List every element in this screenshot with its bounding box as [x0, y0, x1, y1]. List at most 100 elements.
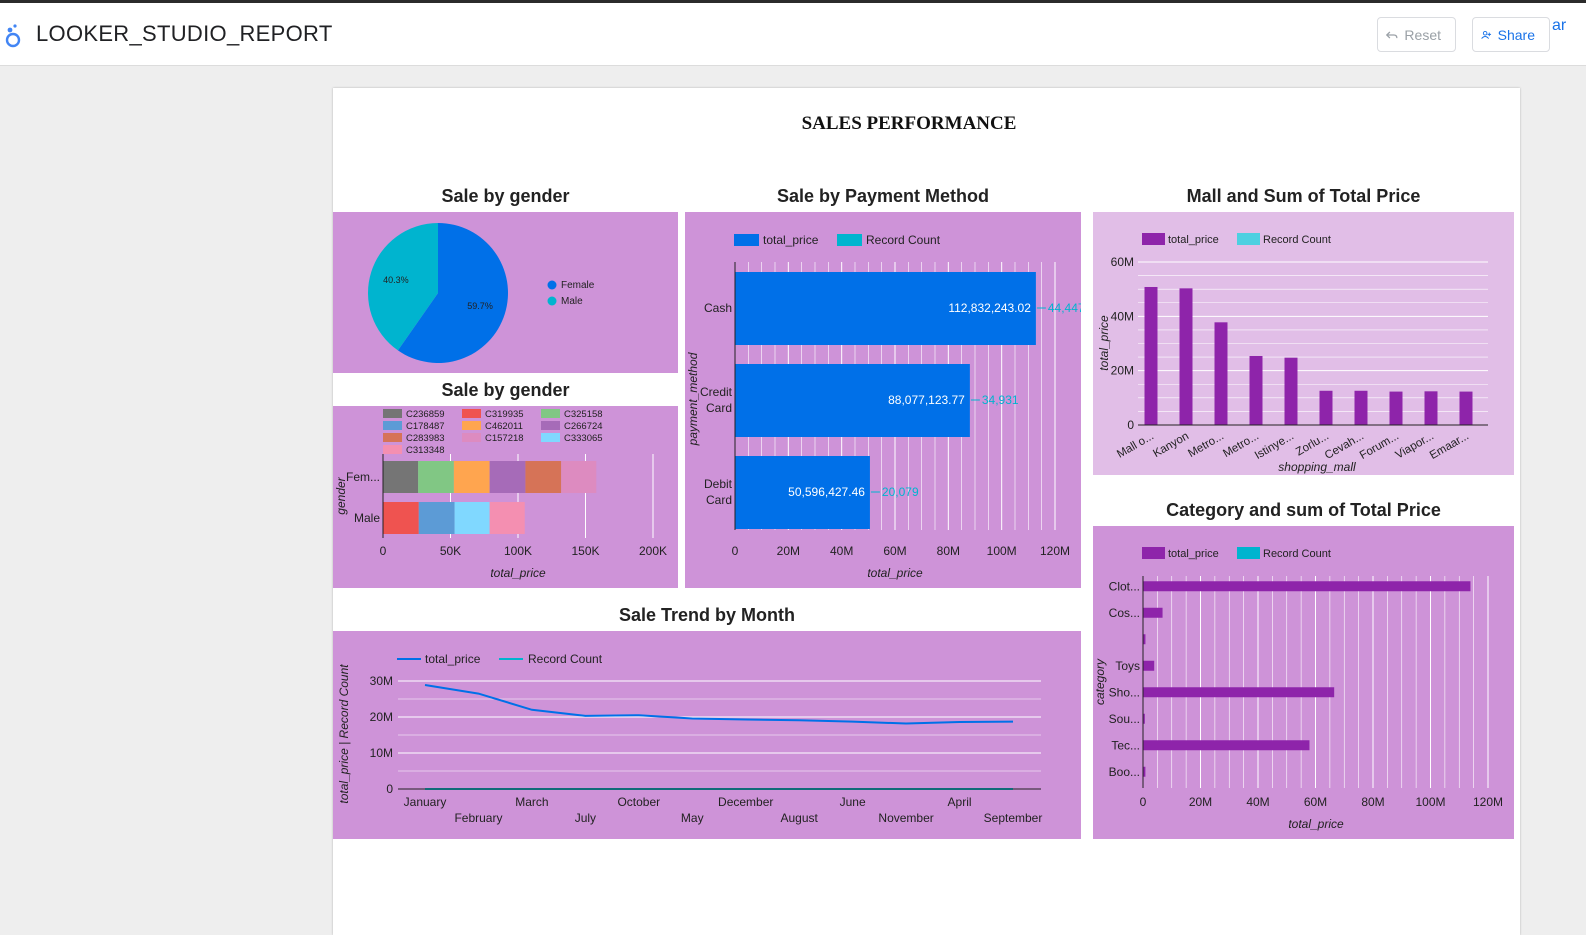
- legend-label: C157218: [485, 433, 524, 444]
- legend-swatch-female: [547, 280, 557, 290]
- y-tick-label: Sho...: [1109, 685, 1140, 699]
- bar-total-price: [1459, 391, 1473, 425]
- reset-button-label: Reset: [1404, 26, 1441, 43]
- y-tick-label: 0: [1127, 418, 1134, 432]
- legend-swatch: [541, 409, 560, 418]
- legend-label: C325158: [564, 409, 603, 420]
- x-axis-title: total_price: [867, 566, 923, 580]
- bar-total-price: [1143, 607, 1163, 618]
- stacked-bar-segment: [418, 502, 455, 534]
- y-tick-label: Debit: [704, 477, 733, 491]
- bar-total-price: [735, 364, 970, 437]
- reset-button[interactable]: Reset: [1377, 17, 1456, 52]
- legend-label-female: Female: [561, 280, 595, 291]
- x-tick-label: March: [515, 795, 548, 809]
- x-tick-label: Viapor...: [1394, 430, 1436, 461]
- share-button[interactable]: Share: [1472, 17, 1550, 52]
- y-tick-label: Tec...: [1111, 738, 1140, 752]
- x-tick-label: 100M: [1415, 795, 1445, 809]
- y-tick-label: 60M: [1111, 255, 1134, 269]
- y-axis-title: total_price | Record Count: [337, 664, 351, 804]
- x-tick-label: 200K: [639, 544, 667, 558]
- y-tick-label: Male: [354, 511, 380, 525]
- x-tick-label: 20M: [1189, 795, 1212, 809]
- bar-total-price: [1424, 391, 1438, 425]
- legend-swatch: [541, 433, 560, 442]
- bar-total-price: [1143, 581, 1471, 592]
- report-name[interactable]: LOOKER_STUDIO_REPORT: [36, 21, 333, 46]
- x-tick-label: Istinye...: [1253, 430, 1296, 462]
- legend-swatch: [462, 433, 481, 442]
- bar-value-label: 112,832,243.02: [948, 301, 1031, 315]
- truncated-edge-label: ar: [1552, 17, 1567, 34]
- legend-label-record-count: Record Count: [1263, 548, 1331, 560]
- x-tick-label: 100M: [987, 544, 1017, 558]
- series-line-total-price: [424, 683, 1014, 725]
- legend-label: C462011: [485, 421, 523, 432]
- stacked-bar-segment: [383, 502, 419, 534]
- pie-slice-female: [397, 223, 508, 363]
- category-chart-panel[interactable]: total_price Record Count 0 20M 40M 60M 80M 100M…: [1093, 526, 1514, 839]
- legend-label-total-price: total_price: [1168, 234, 1219, 246]
- y-axis-title: gender: [334, 476, 348, 514]
- legend-label-record-count: Record Count: [1263, 234, 1331, 246]
- trend-line-chart: total_price Record Count 0 10M 20M 30M January…: [337, 652, 1042, 825]
- gender-bar-chart-panel[interactable]: C236859 C319935 C325158 C178487 C462011 C2667…: [333, 406, 678, 588]
- undo-icon: [1386, 30, 1398, 39]
- pie-chart-panel[interactable]: 59.7% Female 40.3% Male: [333, 212, 678, 373]
- legend-swatch: [541, 421, 560, 430]
- bar-total-price: [1284, 357, 1298, 425]
- y-axis-title: payment_method: [686, 352, 700, 446]
- bar-total-price: [1143, 740, 1310, 751]
- y-tick-label: Card: [706, 401, 732, 415]
- legend-label-record-count: Record Count: [866, 233, 941, 247]
- stacked-bar-segment: [454, 502, 490, 534]
- trend-chart-panel[interactable]: total_price Record Count 0 10M 20M 30M January…: [333, 631, 1081, 839]
- y-tick-label: 20M: [1111, 364, 1134, 378]
- y-tick-label: Clot...: [1109, 579, 1140, 593]
- stacked-bar-segment: [489, 502, 525, 534]
- legend-swatch-record-count: [1237, 547, 1260, 559]
- x-tick-label: 100K: [504, 544, 532, 558]
- x-tick-label: Mall o...: [1115, 430, 1156, 461]
- legend-swatch: [383, 421, 402, 430]
- x-tick-label: November: [878, 811, 933, 825]
- x-tick-label: 150K: [571, 544, 599, 558]
- legend-label: C333065: [564, 433, 603, 444]
- legend-swatch-total-price: [734, 234, 759, 246]
- bar-total-price: [1249, 355, 1263, 425]
- y-tick-label: 0: [386, 782, 393, 796]
- y-tick-label: Cash: [704, 301, 732, 315]
- x-tick-label: February: [454, 811, 502, 825]
- legend-swatch-record-count: [837, 234, 862, 246]
- legend-swatch: [383, 409, 402, 418]
- payment-chart-title: Sale by Payment Method: [776, 186, 990, 206]
- stacked-bar-segment: [525, 461, 562, 493]
- trend-chart-title: Sale Trend by Month: [618, 605, 796, 625]
- mall-chart-panel[interactable]: total_price Record Count 0 20M 40M 60M Mall o.…: [1093, 212, 1514, 475]
- legend-label-total-price: total_price: [763, 233, 819, 247]
- x-axis-title: total_price: [1288, 817, 1344, 831]
- pie-chart: 59.7% Female 40.3% Male: [368, 223, 595, 363]
- x-tick-label: 40M: [1246, 795, 1269, 809]
- legend-label: C283983: [406, 433, 445, 444]
- report-title: SALES PERFORMANCE: [801, 113, 1017, 134]
- legend-swatch: [462, 421, 481, 430]
- x-tick-label: June: [840, 795, 866, 809]
- bar-total-price: [1144, 286, 1158, 425]
- gender-bar-chart-title: Sale by gender: [441, 380, 570, 400]
- y-tick-label: 40M: [1111, 309, 1134, 323]
- stacked-bar-segment: [418, 461, 454, 493]
- x-tick-label: Forum...: [1358, 430, 1401, 462]
- looker-studio-logo-icon[interactable]: [4, 23, 24, 49]
- x-tick-label: 120M: [1473, 795, 1503, 809]
- x-tick-label: 60M: [1304, 795, 1327, 809]
- bar-total-price: [735, 272, 1036, 345]
- y-tick-label: Boo...: [1109, 765, 1140, 779]
- payment-chart-panel[interactable]: total_price Record Count 0 20M 40M 60M 80M 100M…: [685, 212, 1085, 588]
- y-axis-title: category: [1093, 658, 1107, 705]
- x-tick-label: August: [781, 811, 819, 825]
- legend-swatch-total-price: [1142, 547, 1165, 559]
- x-axis-title: shopping_mall: [1278, 460, 1356, 474]
- x-tick-label: July: [575, 811, 596, 825]
